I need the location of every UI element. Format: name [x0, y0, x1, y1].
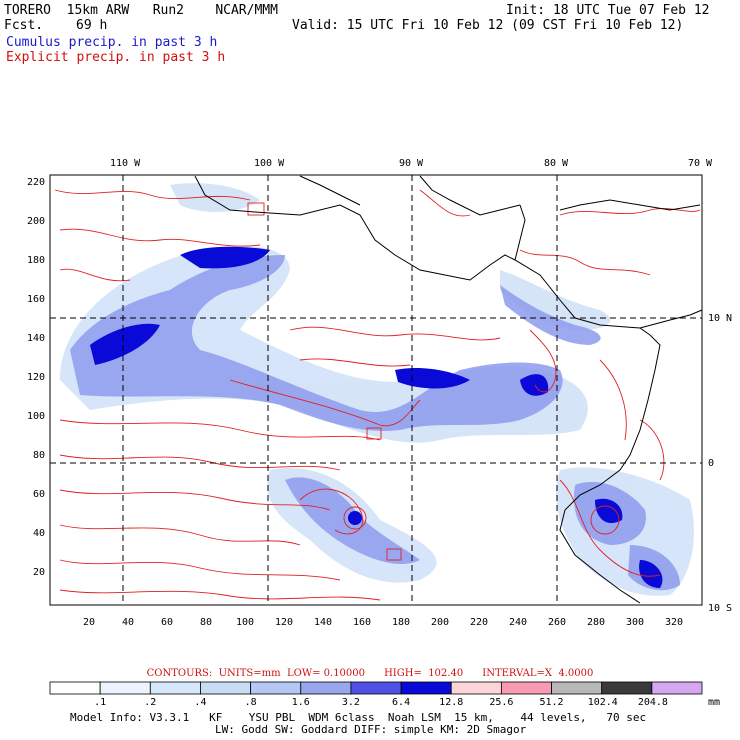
scale-swatch — [601, 681, 653, 695]
scale-value: 204.8 — [637, 697, 668, 708]
lon-label-70w: 70 W — [688, 158, 713, 169]
forecast-hour: 69 h — [76, 18, 108, 33]
y-tick: 120 — [27, 372, 45, 383]
y-tick: 100 — [27, 411, 45, 422]
lon-label-80w: 80 W — [544, 158, 569, 169]
forecast-label: Fcst. — [4, 18, 44, 33]
x-tick: 20 — [83, 617, 95, 628]
scale-value: 1.6 — [291, 697, 310, 708]
x-tick: 100 — [236, 617, 254, 628]
x-tick: 200 — [431, 617, 449, 628]
x-tick: 40 — [122, 617, 134, 628]
y-tick: 60 — [33, 489, 45, 500]
y-tick: 140 — [27, 333, 45, 344]
explicit-contours — [54, 189, 701, 601]
init-time: Init: 18 UTC Tue 07 Feb 12 — [506, 3, 710, 18]
latlon-grid — [50, 175, 702, 605]
valid-time: Valid: 15 UTC Fri 10 Feb 12 (09 CST Fri … — [292, 18, 684, 33]
scale-swatch — [99, 681, 151, 695]
lon-label-110w: 110 W — [110, 158, 141, 169]
color-scale-bar — [49, 681, 703, 695]
lat-label-10n: 10 N — [708, 313, 732, 324]
legend-explicit: Explicit precip. in past 3 h — [6, 50, 226, 65]
contours-info: CONTOURS: UNITS=mm LOW= 0.10000 HIGH= 10… — [146, 668, 594, 679]
lon-label-100w: 100 W — [254, 158, 285, 169]
scale-value: 12.8 — [439, 697, 464, 708]
y-tick: 220 — [27, 177, 45, 188]
scale-value: 25.6 — [489, 697, 514, 708]
heavy-precip-cores — [90, 246, 663, 588]
scale-swatch — [300, 681, 352, 695]
scale-swatch — [49, 681, 101, 695]
scale-swatch — [149, 681, 201, 695]
scale-value: .4 — [194, 697, 207, 708]
scale-value: 6.4 — [392, 697, 411, 708]
scale-unit: mm — [708, 697, 721, 708]
scale-swatch — [651, 681, 703, 695]
x-tick: 140 — [314, 617, 332, 628]
lon-label-90w: 90 W — [399, 158, 424, 169]
scale-value: 3.2 — [341, 697, 360, 708]
y-tick: 80 — [33, 450, 45, 461]
x-tick: 220 — [470, 617, 488, 628]
x-tick: 240 — [509, 617, 527, 628]
y-tick: 160 — [27, 294, 45, 305]
lat-label-10s: 10 S — [708, 603, 732, 614]
x-tick: 60 — [161, 617, 173, 628]
y-tick: 200 — [27, 216, 45, 227]
model-title: TORERO 15km ARW Run2 NCAR/MMM — [4, 3, 278, 18]
legend-cumulus: Cumulus precip. in past 3 h — [6, 35, 218, 50]
scale-swatch — [500, 681, 552, 695]
scale-swatch — [450, 681, 502, 695]
scale-value: 102.4 — [587, 697, 618, 708]
model-info-line2: LW: Godd SW: Goddard DIFF: simple KM: 2D… — [215, 723, 527, 736]
y-tick: 180 — [27, 255, 45, 266]
scale-swatch — [250, 681, 302, 695]
scale-value: 51.2 — [539, 697, 564, 708]
x-axis-ticks: 20 40 60 80 100 120 140 160 180 200 220 … — [83, 617, 683, 628]
x-tick: 320 — [665, 617, 683, 628]
scale-value: .1 — [94, 697, 107, 708]
y-tick: 40 — [33, 528, 45, 539]
lat-label-0: 0 — [708, 458, 714, 469]
x-tick: 260 — [548, 617, 566, 628]
scale-swatch — [350, 681, 402, 695]
x-tick: 300 — [626, 617, 644, 628]
y-tick: 20 — [33, 567, 45, 578]
x-tick: 160 — [353, 617, 371, 628]
scale-swatch — [551, 681, 603, 695]
scale-value: .2 — [144, 697, 157, 708]
model-info-line1: Model Info: V3.3.1 KF YSU PBL WDM 6class… — [70, 711, 647, 724]
x-tick: 80 — [200, 617, 212, 628]
scale-value: .8 — [244, 697, 257, 708]
y-axis-ticks: 220 200 180 160 140 120 100 80 60 40 20 — [27, 177, 45, 578]
x-tick: 280 — [587, 617, 605, 628]
x-tick: 180 — [392, 617, 410, 628]
scale-swatch — [400, 681, 452, 695]
x-tick: 120 — [275, 617, 293, 628]
scale-swatch — [200, 681, 252, 695]
